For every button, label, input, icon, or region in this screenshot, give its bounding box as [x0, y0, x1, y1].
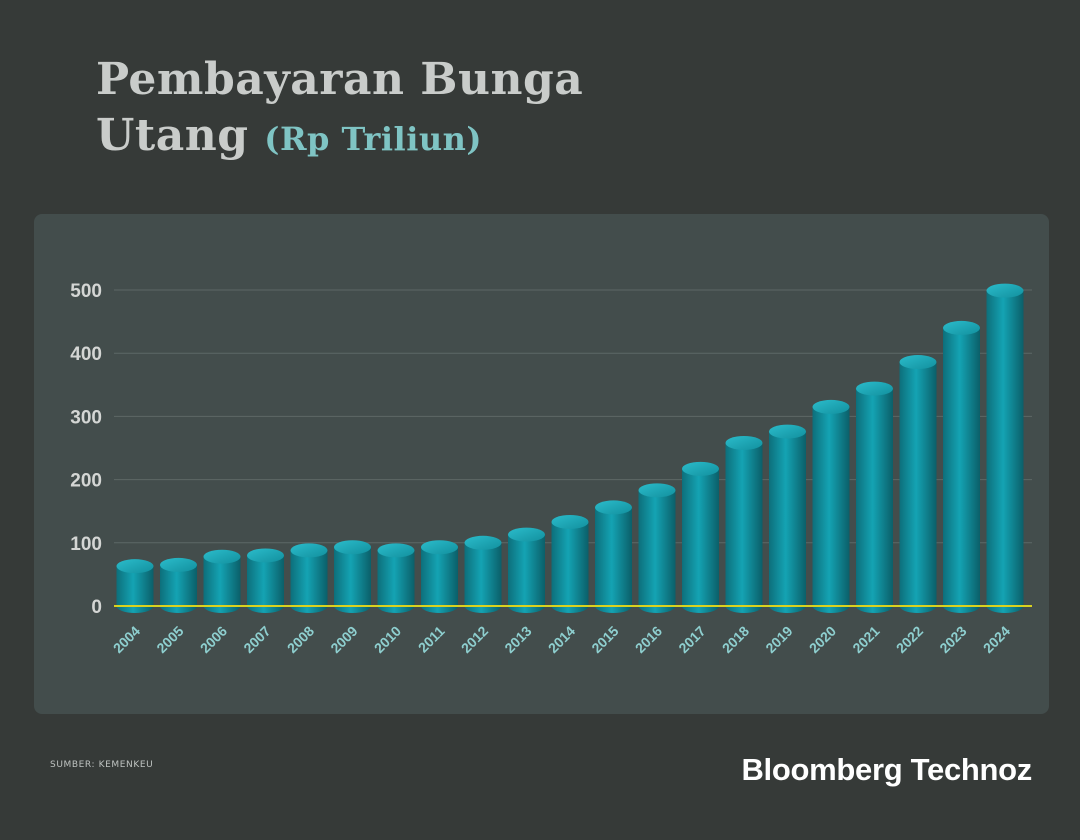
y-tick-label: 0 — [91, 597, 102, 618]
bar-2015 — [595, 500, 632, 613]
bar-body — [247, 555, 284, 613]
bar-2005 — [160, 557, 197, 613]
bar-top — [812, 399, 850, 414]
bar-top — [725, 435, 763, 450]
bar-top — [769, 424, 806, 439]
y-tick-label: 100 — [70, 534, 102, 555]
bar-chart: 0 100 200 300 400 500 2004 2005 2006 2007 2008 2009… — [70, 281, 1032, 656]
bar-2006 — [203, 549, 241, 613]
x-category-label: 2013 — [501, 623, 534, 656]
bar-top — [377, 543, 415, 558]
bar-top — [899, 355, 937, 370]
y-tick-label: 400 — [70, 344, 102, 365]
x-category-label: 2009 — [327, 623, 360, 656]
bar-top — [508, 527, 545, 542]
bar-top — [856, 381, 893, 396]
bar-body — [203, 556, 241, 613]
bar-body — [725, 442, 763, 613]
bar-2004 — [116, 559, 154, 613]
bar-top — [551, 514, 589, 529]
bar-top — [160, 557, 197, 572]
bar-2009 — [334, 540, 371, 613]
bar-2020 — [812, 399, 850, 613]
bar-body — [638, 490, 676, 613]
bar-body — [682, 468, 719, 613]
x-category-label: 2007 — [240, 623, 273, 656]
bar-body — [899, 362, 937, 613]
y-tick-label: 500 — [70, 281, 102, 302]
x-category-label: 2024 — [980, 623, 1013, 656]
bar-body — [508, 534, 545, 613]
bar-top — [464, 535, 502, 550]
x-category-label: 2004 — [110, 623, 143, 656]
x-category-label: 2017 — [675, 623, 708, 656]
y-tick-label: 200 — [70, 471, 102, 492]
chart-title: Pembayaran Bunga Utang (Rp Triliun) — [96, 52, 583, 167]
x-category-label: 2010 — [371, 623, 404, 656]
bar-2010 — [377, 543, 415, 613]
bar-2011 — [421, 540, 458, 613]
bar-top — [638, 483, 676, 498]
bar-body — [769, 431, 806, 613]
x-category-label: 2015 — [588, 623, 621, 656]
x-category-label: 2011 — [415, 623, 448, 656]
bar-top — [421, 540, 458, 555]
title-unit: (Rp Triliun) — [264, 120, 483, 158]
x-category-label: 2012 — [458, 623, 491, 656]
bar-2022 — [899, 355, 937, 613]
x-category-label: 2016 — [632, 623, 665, 656]
bar-2014 — [551, 514, 589, 613]
bar-2023 — [943, 320, 980, 614]
x-category-label: 2023 — [936, 623, 969, 656]
bar-body — [160, 564, 197, 613]
bar-top — [247, 548, 284, 563]
title-line-2: Utang (Rp Triliun) — [96, 108, 583, 167]
bar-top — [595, 500, 632, 515]
bar-2013 — [508, 527, 545, 613]
chart-panel: 0 100 200 300 400 500 2004 2005 2006 2007 2008 2009… — [34, 214, 1049, 714]
x-category-label: 2008 — [284, 623, 317, 656]
x-category-label: 2020 — [806, 623, 839, 656]
title-line-1: Pembayaran Bunga — [96, 54, 584, 105]
bar-body — [290, 550, 328, 613]
x-category-label: 2019 — [762, 623, 795, 656]
bar-body — [595, 507, 632, 613]
bar-body — [986, 290, 1024, 614]
y-tick-label: 300 — [70, 407, 102, 428]
bar-top — [682, 461, 719, 476]
bar-body — [116, 566, 154, 613]
bar-top — [986, 283, 1024, 298]
bar-2017 — [682, 461, 719, 613]
bar-2024 — [986, 283, 1024, 614]
bar-2012 — [464, 535, 502, 613]
bar-body — [943, 327, 980, 614]
bar-body — [421, 547, 458, 613]
bar-2019 — [769, 424, 806, 613]
source-note: SUMBER: KEMENKEU — [50, 760, 154, 770]
bar-top — [203, 549, 241, 564]
bar-body — [551, 521, 589, 613]
brand-logo: Bloomberg Technoz — [741, 752, 1032, 787]
bar-body — [377, 550, 415, 613]
bar-2016 — [638, 483, 676, 613]
bar-2007 — [247, 548, 284, 613]
bar-body — [334, 547, 371, 613]
bar-top — [943, 320, 980, 335]
bar-2018 — [725, 435, 763, 613]
x-category-label: 2006 — [197, 623, 230, 656]
title-main-word: Utang — [96, 110, 249, 161]
x-category-label: 2005 — [153, 623, 186, 656]
x-category-label: 2018 — [719, 623, 752, 656]
x-category-label: 2022 — [893, 623, 926, 656]
x-category-label: 2021 — [849, 623, 882, 656]
bar-top — [334, 540, 371, 555]
bar-body — [464, 542, 502, 613]
bar-top — [116, 559, 154, 574]
bar-2008 — [290, 543, 328, 613]
bar-2021 — [856, 381, 893, 613]
x-category-label: 2014 — [545, 623, 578, 656]
bar-body — [856, 388, 893, 613]
bar-body — [812, 406, 850, 613]
bar-top — [290, 543, 328, 558]
